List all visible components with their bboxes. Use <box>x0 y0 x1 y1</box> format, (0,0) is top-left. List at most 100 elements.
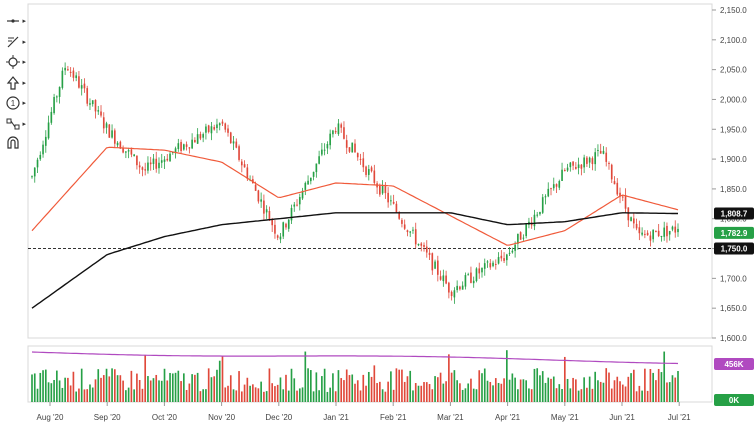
expand-arrow-icon[interactable]: ▸ <box>22 38 26 46</box>
candle-body[interactable] <box>323 149 326 151</box>
candle-body[interactable] <box>425 246 428 253</box>
candle-body[interactable] <box>671 226 674 230</box>
candle-body[interactable] <box>539 211 541 215</box>
candle-body[interactable] <box>511 250 514 253</box>
candle-body[interactable] <box>575 167 577 169</box>
candle-body[interactable] <box>514 244 516 251</box>
candle-body[interactable] <box>423 244 425 247</box>
candle-body[interactable] <box>263 200 265 214</box>
candle-body[interactable] <box>459 286 461 290</box>
candle-body[interactable] <box>395 203 398 213</box>
candle-body[interactable] <box>569 162 572 168</box>
candle-body[interactable] <box>232 141 235 144</box>
candle-body[interactable] <box>652 229 654 240</box>
candle-body[interactable] <box>268 210 271 221</box>
candle-body[interactable] <box>33 167 36 177</box>
candle-body[interactable] <box>646 232 649 236</box>
candle-body[interactable] <box>420 243 423 246</box>
candle-body[interactable] <box>359 158 362 160</box>
arrows-tool-button[interactable]: ▸ <box>2 74 26 92</box>
candle-body[interactable] <box>144 169 147 171</box>
candle-body[interactable] <box>373 170 376 183</box>
candle-body[interactable] <box>271 220 274 226</box>
candle-body[interactable] <box>379 185 381 195</box>
crosshair-tool-button[interactable]: ▸ <box>2 12 26 30</box>
candle-body[interactable] <box>561 169 563 181</box>
candle-body[interactable] <box>464 275 467 287</box>
candle-body[interactable] <box>492 262 494 267</box>
candle-body[interactable] <box>89 103 91 105</box>
candle-body[interactable] <box>547 188 550 197</box>
candle-body[interactable] <box>677 228 679 233</box>
candle-body[interactable] <box>205 126 207 133</box>
candle-body[interactable] <box>434 261 436 269</box>
candle-body[interactable] <box>301 190 304 199</box>
candle-body[interactable] <box>624 195 627 209</box>
candle-body[interactable] <box>506 254 508 261</box>
candle-body[interactable] <box>483 263 486 269</box>
candle-body[interactable] <box>171 152 174 154</box>
candle-body[interactable] <box>619 192 621 197</box>
candle-body[interactable] <box>630 217 632 222</box>
candle-body[interactable] <box>67 69 69 71</box>
candle-body[interactable] <box>257 190 260 202</box>
candle-body[interactable] <box>191 139 193 149</box>
candle-body[interactable] <box>235 141 238 148</box>
candle-body[interactable] <box>613 181 616 185</box>
candle-body[interactable] <box>127 150 130 152</box>
candle-body[interactable] <box>608 163 610 165</box>
candle-body[interactable] <box>616 182 619 195</box>
candle-body[interactable] <box>163 159 166 162</box>
dollar-tool-button[interactable]: 1 ▸ <box>2 94 26 112</box>
candle-body[interactable] <box>481 268 483 273</box>
candle-body[interactable] <box>558 181 561 188</box>
candle-body[interactable] <box>64 67 66 71</box>
candle-body[interactable] <box>36 159 39 168</box>
candle-body[interactable] <box>47 122 50 139</box>
candle-body[interactable] <box>370 167 373 172</box>
candle-body[interactable] <box>282 222 285 237</box>
candle-body[interactable] <box>91 100 94 105</box>
candle-body[interactable] <box>409 231 412 233</box>
candle-body[interactable] <box>116 142 119 146</box>
candle-body[interactable] <box>522 237 525 239</box>
candle-body[interactable] <box>61 70 64 88</box>
candle-body[interactable] <box>472 280 475 284</box>
candle-body[interactable] <box>519 232 522 240</box>
candle-body[interactable] <box>290 207 293 221</box>
candle-body[interactable] <box>390 200 392 202</box>
candle-body[interactable] <box>461 285 464 290</box>
candle-body[interactable] <box>412 229 414 231</box>
candle-body[interactable] <box>340 124 343 128</box>
candle-body[interactable] <box>345 140 348 148</box>
candle-body[interactable] <box>381 185 384 194</box>
candle-body[interactable] <box>635 223 638 229</box>
candle-body[interactable] <box>105 123 108 128</box>
candle-body[interactable] <box>218 123 221 126</box>
candle-body[interactable] <box>660 235 663 237</box>
candle-body[interactable] <box>100 111 102 116</box>
candle-body[interactable] <box>108 124 111 138</box>
candle-body[interactable] <box>591 158 594 165</box>
candle-body[interactable] <box>224 123 227 130</box>
candle-body[interactable] <box>384 186 387 194</box>
candle-body[interactable] <box>450 291 453 297</box>
candle-body[interactable] <box>508 252 511 254</box>
candle-body[interactable] <box>453 290 456 298</box>
candle-body[interactable] <box>243 164 246 168</box>
candle-body[interactable] <box>403 224 406 229</box>
candle-body[interactable] <box>102 117 105 129</box>
candle-body[interactable] <box>594 152 597 165</box>
candle-body[interactable] <box>448 282 450 293</box>
candle-body[interactable] <box>80 85 83 89</box>
candle-body[interactable] <box>94 99 97 112</box>
candle-body[interactable] <box>633 218 635 224</box>
candle-body[interactable] <box>152 158 155 165</box>
candle-body[interactable] <box>285 223 287 228</box>
candle-body[interactable] <box>627 207 630 221</box>
candle-body[interactable] <box>196 134 199 144</box>
candle-body[interactable] <box>53 97 55 114</box>
candle-body[interactable] <box>188 147 191 149</box>
candle-body[interactable] <box>113 130 116 144</box>
candle-body[interactable] <box>602 150 605 154</box>
